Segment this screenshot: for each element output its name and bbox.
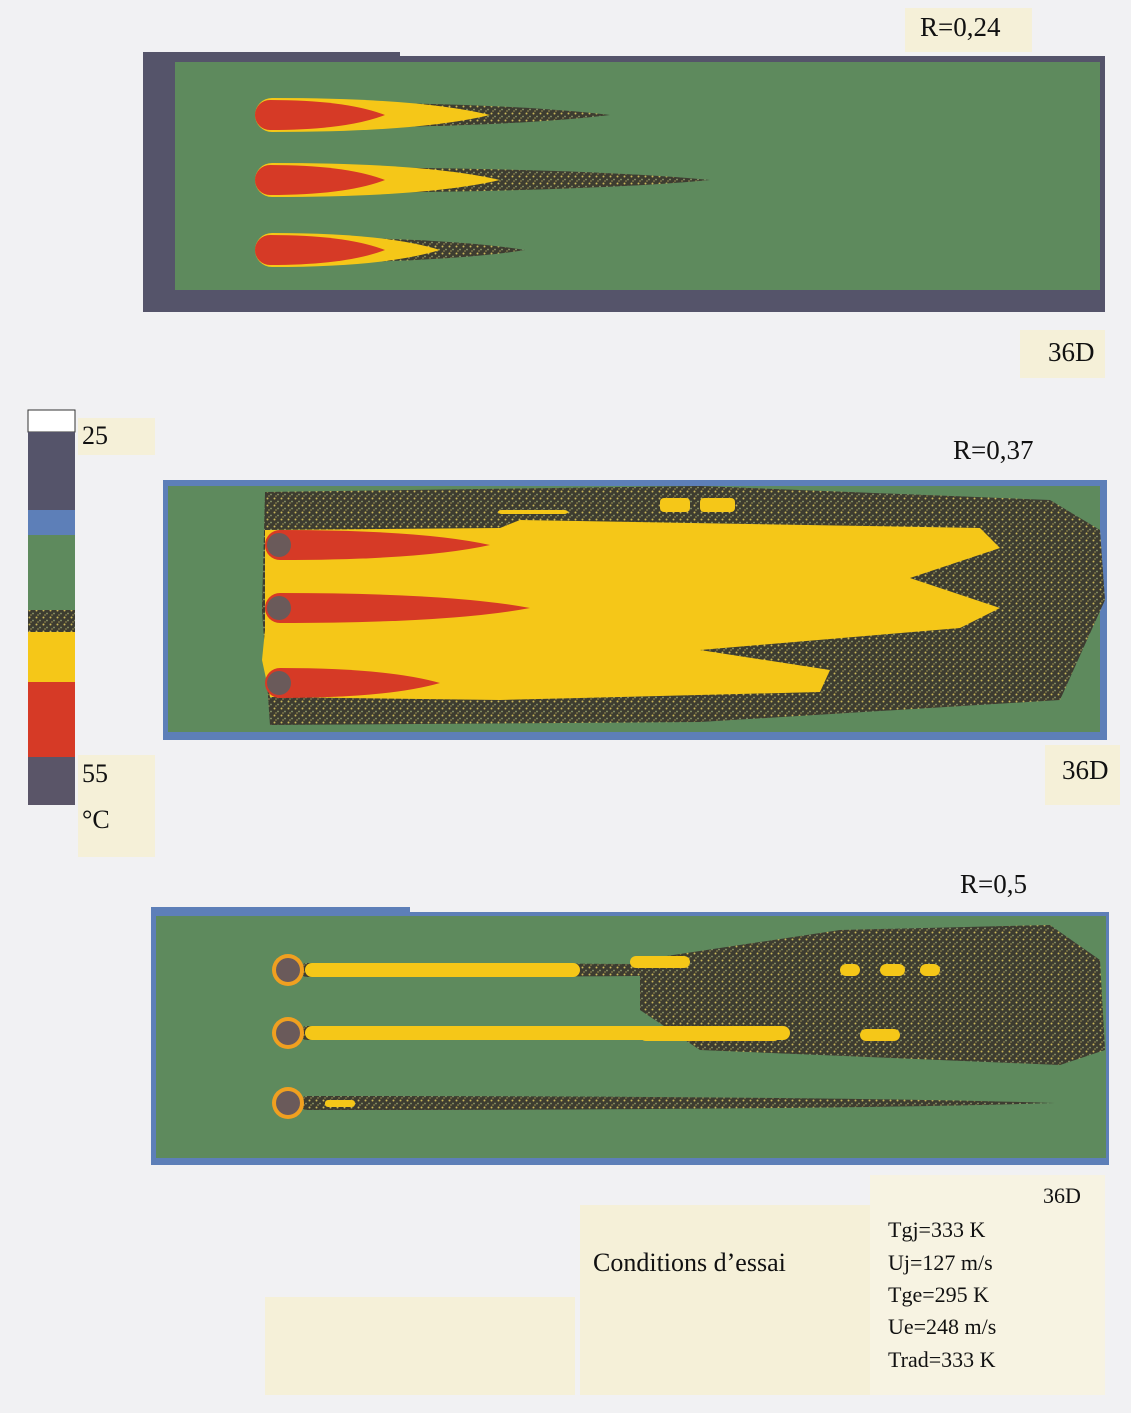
colorbar-segment [28, 410, 75, 432]
condition: Tge=295 K [888, 1282, 989, 1307]
jet-hole [267, 671, 291, 695]
colorbar-segment [28, 510, 75, 535]
warm-zone [305, 963, 580, 977]
jet-hole [267, 533, 291, 557]
conditions-title: Conditions d’essai [593, 1248, 786, 1277]
colorbar [28, 410, 75, 805]
panel-label: R=0,37 [953, 435, 1034, 465]
warm-zone [660, 498, 690, 512]
jet-hole [276, 1091, 300, 1115]
body: 25 55 °C R=0,24 36D R=0,37 36D R=0,5 36D… [0, 0, 1131, 1413]
jet-hole [276, 958, 300, 982]
panel-length: 36D [1048, 337, 1095, 367]
warm-zone [325, 1100, 355, 1107]
warm-zone [640, 1029, 780, 1041]
colorbar-unit: °C [82, 805, 110, 834]
panel-label: R=0,24 [920, 12, 1001, 42]
colorbar-segment [28, 632, 75, 682]
panel-length: 36D [1043, 1183, 1081, 1208]
jet-hole [276, 1021, 300, 1045]
condition: Ue=248 m/s [888, 1314, 996, 1339]
colorbar-segment [28, 757, 75, 805]
colorbar-max: 55 [82, 759, 108, 788]
warm-zone [860, 1029, 900, 1041]
colorbar-segment [28, 432, 75, 510]
warm-zone [498, 510, 568, 514]
warm-zone [880, 964, 905, 976]
colorbar-min: 25 [82, 421, 108, 450]
colorbar-segment [28, 682, 75, 757]
warm-zone [700, 498, 735, 512]
condition: Uj=127 m/s [888, 1250, 993, 1275]
warm-zone [630, 956, 690, 968]
colorbar-segment [28, 610, 75, 632]
jet-hole [267, 596, 291, 620]
label-bg [580, 1205, 870, 1395]
figure: 25 55 °C R=0,24 36D R=0,37 36D R=0,5 36D… [0, 0, 1131, 1413]
panel-label: R=0,5 [960, 869, 1027, 899]
condition: Tgj=333 K [888, 1217, 985, 1242]
condition: Trad=333 K [888, 1347, 996, 1372]
colorbar-segment [28, 535, 75, 610]
label-bg [265, 1297, 575, 1395]
warm-zone [840, 964, 860, 976]
panel-length: 36D [1062, 755, 1109, 785]
page: Thermal maps {"panels": [ {"label": "R=0… [0, 0, 1131, 1413]
warm-zone [920, 964, 940, 976]
